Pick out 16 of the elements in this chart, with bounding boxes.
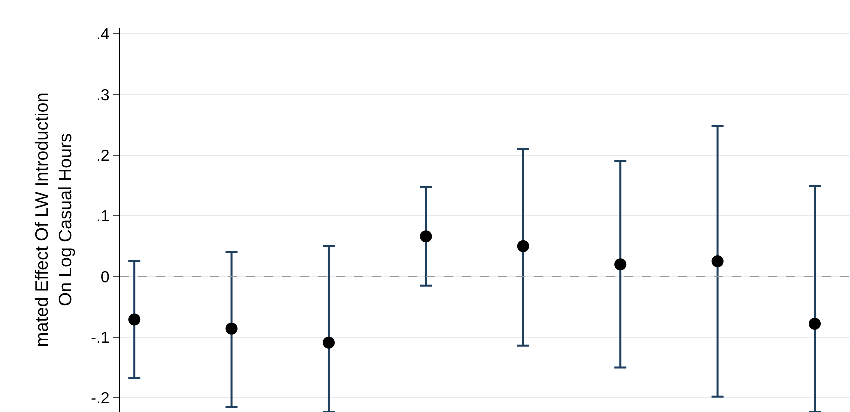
- point: [517, 240, 530, 252]
- y-tick-label: -.2: [91, 390, 110, 408]
- y-axis-title: mated Effect Of LW Introduction On Log Casual Hours: [32, 92, 76, 348]
- y-tick-label: .4: [96, 26, 110, 44]
- y-tick-label: .2: [96, 148, 110, 165]
- y-tick-label: -.1: [91, 330, 110, 347]
- point: [420, 230, 432, 243]
- point: [226, 322, 238, 335]
- y-tick-label: .1: [96, 208, 110, 226]
- y-tick-label: .3: [96, 87, 110, 104]
- point: [322, 336, 335, 349]
- point: [809, 318, 822, 330]
- point: [712, 256, 724, 268]
- point: [614, 258, 627, 271]
- y-tick-label: 0: [100, 269, 110, 286]
- point: [128, 314, 141, 326]
